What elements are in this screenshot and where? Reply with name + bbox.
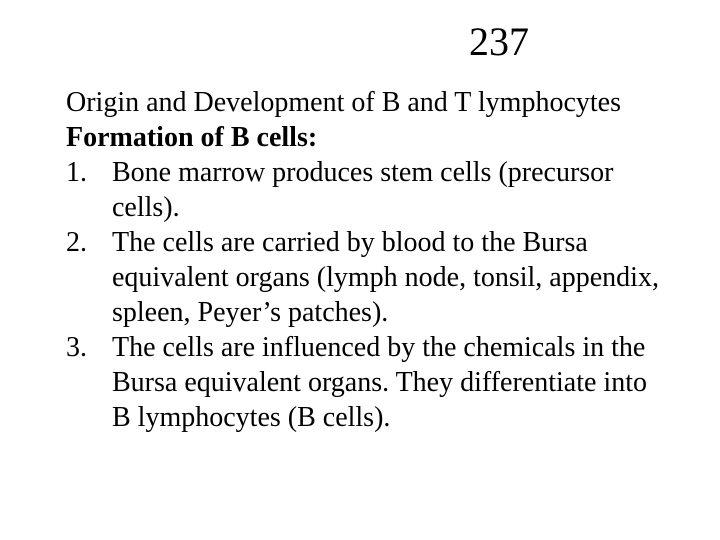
list-item-text: The cells are carried by blood to the Bu…: [112, 225, 672, 330]
slide: 237 Origin and Development of B and T ly…: [0, 0, 720, 540]
list-item: 1. Bone marrow produces stem cells (prec…: [66, 155, 672, 225]
page-number: 237: [66, 18, 672, 65]
list-item-number: 2.: [66, 225, 112, 260]
subheading: Formation of B cells:: [66, 120, 672, 155]
list-item-text: Bone marrow produces stem cells (precurs…: [112, 155, 672, 225]
list-item-number: 1.: [66, 155, 112, 190]
heading: Origin and Development of B and T lympho…: [66, 85, 672, 120]
list-item-number: 3.: [66, 330, 112, 365]
ordered-list: 1. Bone marrow produces stem cells (prec…: [66, 155, 672, 435]
list-item-text: The cells are influenced by the chemical…: [112, 330, 672, 435]
slide-body: Origin and Development of B and T lympho…: [66, 85, 672, 435]
list-item: 2. The cells are carried by blood to the…: [66, 225, 672, 330]
list-item: 3. The cells are influenced by the chemi…: [66, 330, 672, 435]
